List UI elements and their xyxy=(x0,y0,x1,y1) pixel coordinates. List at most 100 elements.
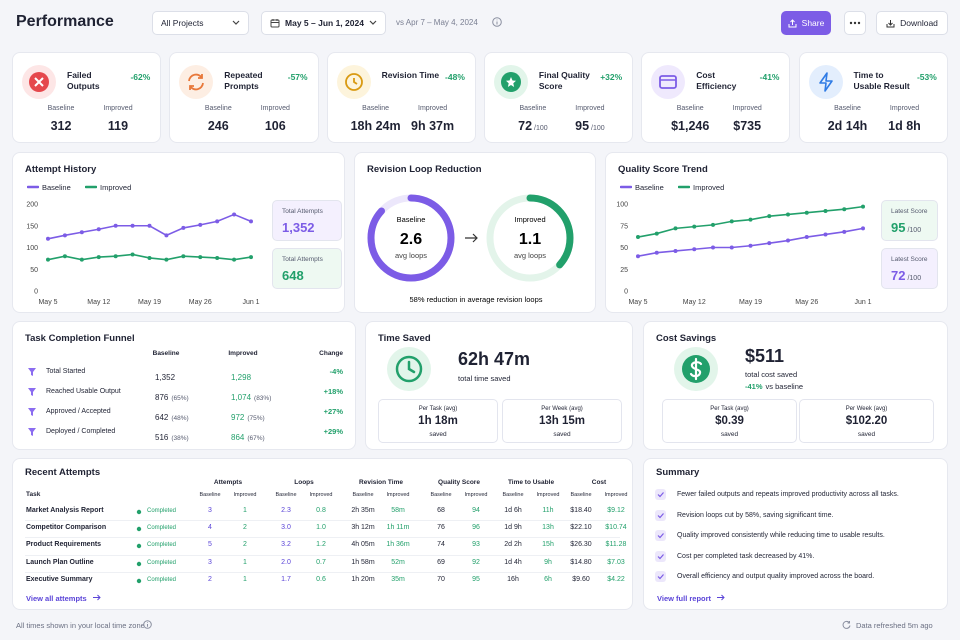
task-header: Task xyxy=(26,491,41,498)
callout-value: 1,352 xyxy=(282,220,315,235)
more-button[interactable] xyxy=(844,11,866,35)
kpi-sub-label: Baseline xyxy=(47,105,75,112)
sub-header: Improved xyxy=(233,492,257,498)
status-dot xyxy=(136,526,142,532)
sub-header: Baseline xyxy=(199,492,221,498)
savings-box: Per Task (avg) 1h 18m saved xyxy=(378,399,498,443)
table-cell: 2.0 xyxy=(281,558,291,566)
series-line xyxy=(637,205,864,238)
date-select[interactable]: May 5 – Jun 1, 2024 xyxy=(261,11,386,35)
icon-bg xyxy=(655,489,666,500)
group-header: Quality Score xyxy=(438,479,480,486)
series-point xyxy=(654,250,659,255)
table-cell: 92 xyxy=(472,558,480,566)
quality-trend-card: Quality Score Trend Baseline Improved 0 25 50… xyxy=(605,152,948,313)
card-title: Time Saved xyxy=(378,333,431,344)
x-tick-label: Jun 1 xyxy=(242,299,259,306)
table-cell: $11.28 xyxy=(605,541,627,549)
info-icon[interactable] xyxy=(143,620,152,629)
row-divider xyxy=(25,554,620,556)
share-button[interactable]: Share xyxy=(781,11,831,35)
kpi-label: Failed Outputs xyxy=(67,70,100,91)
table-cell: 1h 20m xyxy=(351,575,375,583)
status-dot-fill xyxy=(136,509,142,515)
series-point xyxy=(249,255,253,260)
icon-bg xyxy=(655,550,666,562)
table-cell: $10.74 xyxy=(605,524,627,532)
sub-header: Improved xyxy=(309,492,333,498)
table-cell: 93 xyxy=(472,541,480,549)
y-tick-label: 0 xyxy=(34,289,38,296)
kpi-icon xyxy=(651,65,686,99)
view-all-link[interactable]: View all attempts xyxy=(26,594,102,603)
series-point xyxy=(232,212,237,217)
icon-bg xyxy=(655,530,666,541)
kpi-value: 72 xyxy=(518,119,533,133)
series-point xyxy=(654,231,659,236)
card-title: Cost Savings xyxy=(656,333,717,344)
kpi-value: 2d 14h xyxy=(827,119,868,133)
status-label: Completed xyxy=(147,508,177,514)
info-icon[interactable] xyxy=(492,17,502,27)
kpi-change: -57% xyxy=(287,72,308,82)
summary-item: Cost per completed task decreased by 41%… xyxy=(677,552,815,560)
series-point xyxy=(147,223,152,228)
kpi-sub-label: Improved xyxy=(418,105,448,112)
series-point xyxy=(164,257,169,262)
table-cell: 16h xyxy=(507,575,519,583)
kpi-value: 18h 24m xyxy=(350,119,401,133)
table-cell: 5 xyxy=(208,541,212,549)
row-label: Approved / Accepted xyxy=(46,408,111,415)
table-cell: 95 xyxy=(472,575,480,583)
kpi-value: 119 xyxy=(107,119,129,133)
series-point xyxy=(842,207,847,212)
ring-arc xyxy=(367,194,455,282)
series-point xyxy=(636,235,640,240)
kpi-card: Revision Time -48% Baseline 18h 24m Improved… xyxy=(326,52,476,143)
arrow xyxy=(92,594,101,601)
callout-label: Latest Score xyxy=(891,256,928,263)
kpi-value-wrap: 95/100 xyxy=(550,117,630,135)
callout-label: Total Attempts xyxy=(282,208,323,215)
legend-label: Baseline xyxy=(42,183,71,192)
box-label: Per Week (avg) xyxy=(541,406,583,412)
series-point xyxy=(748,243,753,248)
calendar-icon xyxy=(270,19,280,28)
table-cell: 0.7 xyxy=(316,558,326,566)
table-cell: 1h 11m xyxy=(386,524,410,532)
icon-bg xyxy=(651,65,686,99)
series-point xyxy=(113,223,118,228)
project-select[interactable]: All Projects xyxy=(152,11,249,35)
table-cell: 52m xyxy=(391,558,405,566)
x-tick-label: May 26 xyxy=(795,299,818,306)
table-cell: $14.80 xyxy=(570,558,592,566)
icon-glyph xyxy=(34,77,44,87)
icon-glyph xyxy=(689,357,703,381)
ring-label: Improved xyxy=(514,215,545,224)
table-cell: $4.22 xyxy=(607,575,625,583)
funnel-icon xyxy=(28,428,36,436)
table-cell: $9.60 xyxy=(572,575,590,583)
time-saved-card: Time Saved 62h 47m total time saved Per Tas… xyxy=(365,321,633,450)
attempt-history-card: Attempt History Baseline Improved 0 50 100 150… xyxy=(12,152,345,313)
task-name: Executive Summary xyxy=(26,575,93,583)
savings-box: Per Week (avg) $102.20 saved xyxy=(799,399,934,443)
ring-unit: avg loops xyxy=(395,251,427,260)
series-point xyxy=(786,238,790,243)
icon-glyph xyxy=(407,360,416,374)
group-header: Time to Usable xyxy=(507,479,555,486)
card-title: Revision Loop Reduction xyxy=(367,164,482,175)
download-label: Download xyxy=(900,18,938,28)
improved-value: 1,298 xyxy=(231,373,252,382)
table-cell: 4 xyxy=(208,524,212,532)
column-header: Baseline xyxy=(152,350,180,357)
view-report-link[interactable]: View full report xyxy=(657,594,726,603)
cost-savings-card: Cost Savings $511 total cost saved -41% vs b… xyxy=(643,321,948,450)
table-cell: 70 xyxy=(437,575,445,583)
refresh-icon[interactable] xyxy=(842,620,851,629)
table-cell: 94 xyxy=(472,507,480,514)
icon-glyph xyxy=(352,78,358,85)
sub-header: Baseline xyxy=(430,492,452,498)
download-button[interactable]: Download xyxy=(876,11,948,35)
y-tick-label: 100 xyxy=(616,202,628,209)
